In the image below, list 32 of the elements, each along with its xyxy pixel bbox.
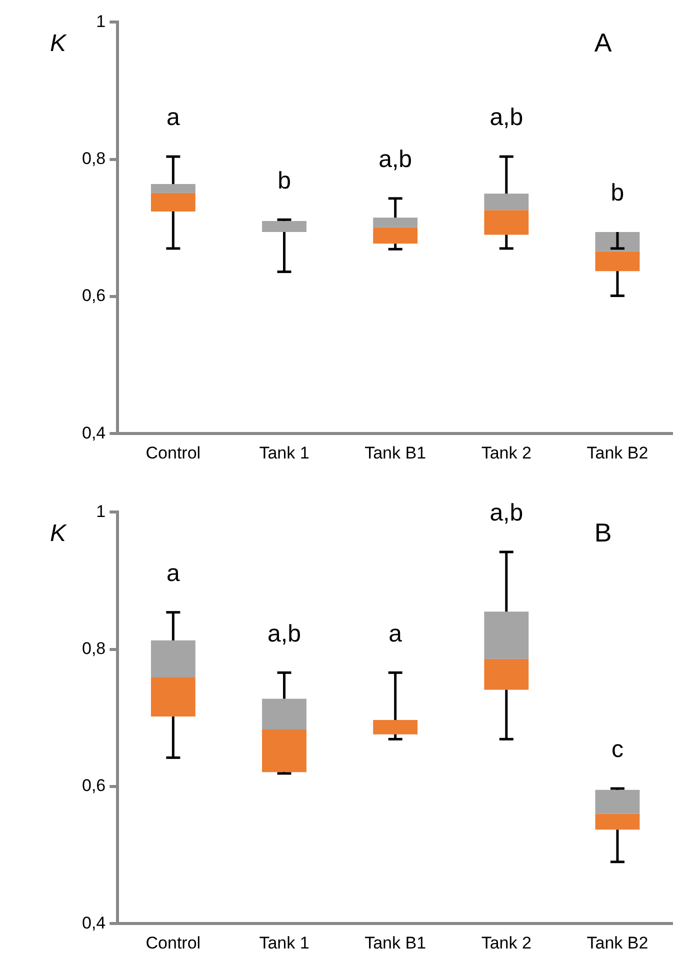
x-tick-label: Tank B1: [364, 933, 426, 952]
x-tick-label: Tank 2: [481, 933, 532, 952]
y-axis-title: K: [50, 520, 67, 547]
y-tick-label: 0,8: [82, 149, 106, 168]
y-tick-label: 0,6: [82, 776, 106, 796]
annotation: a: [166, 560, 180, 587]
y-tick-label: 1: [96, 502, 106, 521]
x-tick-label: Tank B2: [586, 933, 648, 952]
chart-title: A: [594, 27, 612, 58]
annotation: a,b: [490, 500, 524, 527]
annotation: a: [388, 620, 403, 648]
x-tick-label: Control: [146, 933, 201, 952]
y-tick-label: 0,4: [82, 913, 106, 932]
y-tick-label: 0,8: [82, 639, 106, 658]
y-tick-label: 1: [96, 12, 106, 31]
annotation: a: [166, 104, 180, 132]
annotation: c: [611, 736, 624, 764]
x-tick-label: Tank 2: [481, 443, 532, 462]
y-axis-title: K: [50, 30, 67, 57]
chart-title: B: [594, 517, 612, 548]
annotation: a,b: [268, 620, 301, 648]
annotation: a,b: [378, 146, 412, 174]
x-tick-label: Tank 1: [259, 933, 310, 952]
x-tick-label: Tank B2: [586, 443, 648, 462]
annotation: b: [610, 180, 624, 207]
y-tick-label: 0,4: [82, 423, 106, 442]
annotation: a,b: [490, 104, 524, 132]
y-tick-label: 0,6: [82, 286, 106, 306]
x-tick-label: Control: [146, 443, 201, 462]
annotation: b: [278, 167, 291, 194]
x-tick-label: Tank B1: [364, 443, 426, 462]
x-tick-label: Tank 1: [259, 443, 310, 462]
